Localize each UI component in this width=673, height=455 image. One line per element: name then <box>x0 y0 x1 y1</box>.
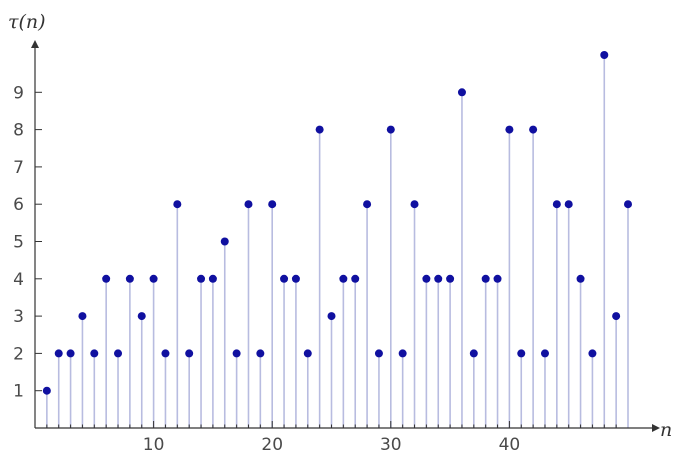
data-point <box>552 200 561 209</box>
y-tick-label: 7 <box>13 158 24 178</box>
x-tick-label: 30 <box>380 435 402 455</box>
data-point <box>197 274 206 283</box>
y-axis-title: τ(n) <box>8 11 46 33</box>
data-point <box>220 237 229 246</box>
data-point <box>446 274 455 283</box>
data-point <box>327 312 336 321</box>
axes <box>31 40 660 432</box>
y-tick-label: 3 <box>13 307 24 327</box>
data-point <box>161 349 170 358</box>
x-axis-title: n <box>660 419 672 441</box>
data-point <box>291 274 300 283</box>
data-point <box>102 274 111 283</box>
data-point <box>232 349 241 358</box>
y-tick-label: 4 <box>13 270 24 290</box>
x-tick-label: 40 <box>499 435 521 455</box>
data-point <box>315 125 324 134</box>
data-point <box>469 349 478 358</box>
data-point <box>78 312 87 321</box>
data-point <box>268 200 277 209</box>
data-point <box>339 274 348 283</box>
data-point <box>576 274 585 283</box>
data-point <box>54 349 63 358</box>
data-points <box>42 51 632 395</box>
data-point <box>457 88 466 97</box>
data-point <box>208 274 217 283</box>
data-point <box>114 349 123 358</box>
data-point <box>185 349 194 358</box>
data-point <box>363 200 372 209</box>
y-tick-label: 9 <box>13 83 24 103</box>
data-point <box>422 274 431 283</box>
data-point <box>600 51 609 59</box>
data-point <box>517 349 526 358</box>
data-point <box>564 200 573 209</box>
data-point <box>540 349 549 358</box>
data-point <box>244 200 253 209</box>
data-point <box>612 312 621 321</box>
y-tick-label: 2 <box>13 344 24 364</box>
data-point <box>256 349 265 358</box>
data-point <box>374 349 383 358</box>
y-axis-arrowhead <box>31 40 39 48</box>
data-point <box>481 274 490 283</box>
data-point <box>434 274 443 283</box>
data-point <box>137 312 146 321</box>
data-point <box>90 349 99 358</box>
data-point <box>505 125 514 134</box>
y-tick-label: 5 <box>13 233 24 253</box>
x-tick-label: 20 <box>261 435 283 455</box>
data-point <box>149 274 158 283</box>
x-axis-ticks: 10 20 30 40 <box>46 421 617 455</box>
data-point <box>493 274 502 283</box>
x-axis-arrowhead <box>652 424 660 432</box>
data-point <box>42 386 51 395</box>
data-point <box>351 274 360 283</box>
data-point <box>173 200 182 209</box>
data-point <box>588 349 597 358</box>
y-tick-label: 6 <box>13 195 24 215</box>
data-point <box>398 349 407 358</box>
y-tick-label: 8 <box>13 121 24 141</box>
data-point <box>386 125 395 134</box>
x-tick-label: 10 <box>143 435 165 455</box>
y-tick-label: 1 <box>13 382 24 402</box>
data-point <box>303 349 312 358</box>
data-point <box>66 349 75 358</box>
y-axis-ticks: 1 2 3 4 5 6 7 8 9 <box>13 83 42 402</box>
stem-lines <box>46 55 629 428</box>
data-point <box>410 200 419 209</box>
data-point <box>280 274 289 283</box>
data-point <box>529 125 538 134</box>
data-point <box>624 200 632 209</box>
data-point <box>125 274 134 283</box>
